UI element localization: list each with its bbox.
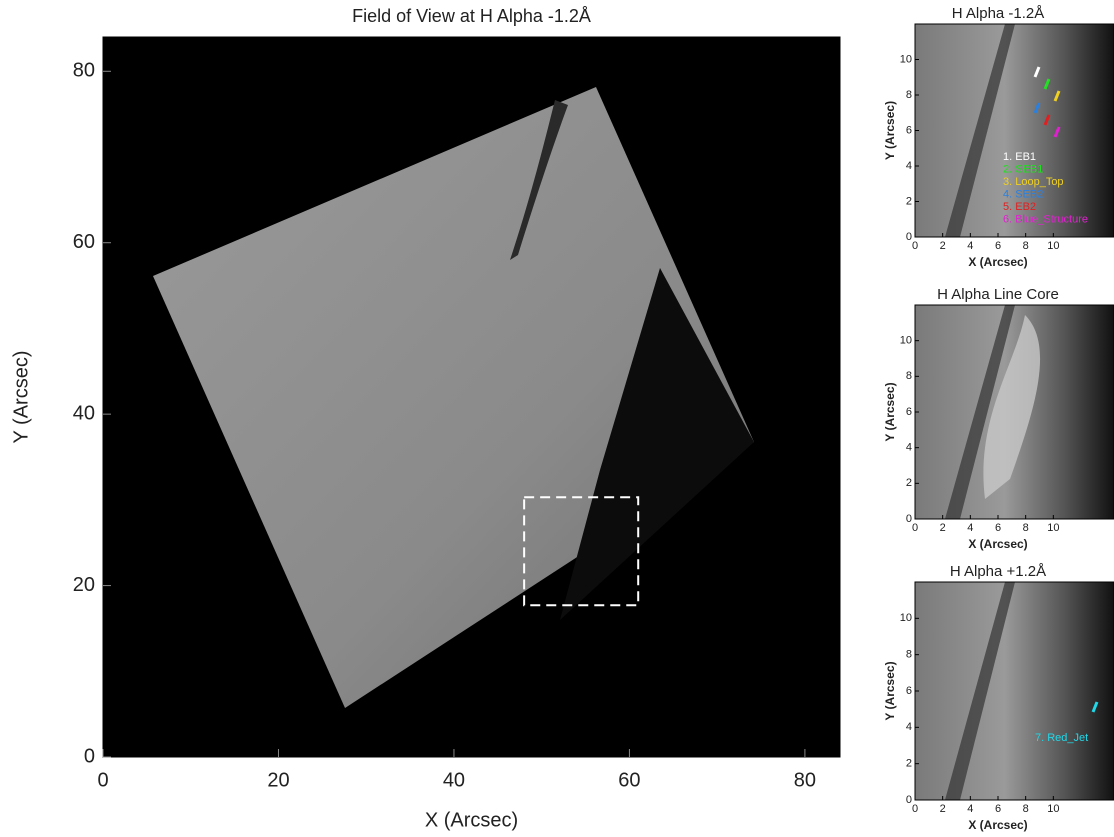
solar-image (915, 24, 1114, 237)
chart-title: H Alpha Line Core (937, 286, 1059, 303)
dark-lane (945, 24, 1015, 237)
legend-label: 1. EB1 (1003, 151, 1036, 163)
x-tick-label: 6 (995, 803, 1001, 815)
y-tick-label: 4 (906, 442, 912, 454)
dark-fibril (510, 100, 568, 260)
y-tick-label: 0 (84, 745, 95, 767)
y-tick-label: 0 (906, 513, 912, 525)
x-tick-label: 8 (1023, 803, 1029, 815)
dark-lane (945, 305, 1015, 519)
legend-marker (1043, 114, 1051, 126)
x-tick-label: 6 (995, 522, 1001, 534)
x-tick-label: 0 (912, 522, 918, 534)
chart-title: H Alpha +1.2Å (950, 563, 1046, 580)
y-tick-label: 6 (906, 406, 912, 418)
y-tick-label: 0 (906, 794, 912, 806)
y-tick-label: 6 (906, 124, 912, 136)
legend-marker (1033, 102, 1041, 114)
solar-image (153, 87, 754, 708)
x-tick-label: 40 (443, 769, 465, 791)
legend-label: 6. Blue_Structure (1003, 213, 1088, 225)
y-tick-label: 20 (73, 574, 95, 596)
x-tick-label: 10 (1047, 803, 1059, 815)
x-tick-label: 4 (967, 240, 973, 252)
legend-marker (1053, 90, 1061, 102)
y-tick-label: 10 (900, 335, 912, 347)
x-tick-label: 0 (97, 769, 108, 791)
x-tick-label: 60 (618, 769, 640, 791)
x-tick-label: 8 (1023, 240, 1029, 252)
chart-title: H Alpha -1.2Å (952, 5, 1045, 22)
x-tick-label: 8 (1023, 522, 1029, 534)
x-tick-label: 80 (794, 769, 816, 791)
plot-frame (102, 36, 841, 758)
x-tick-label: 20 (267, 769, 289, 791)
dark-lane (945, 582, 1015, 800)
region-box (523, 496, 640, 607)
solar-image (915, 582, 1114, 800)
legend-label: 7. Red_Jet (1035, 732, 1088, 744)
x-tick-label: 10 (1047, 522, 1059, 534)
legend-label: 2. SEB1 (1003, 163, 1043, 175)
x-tick-label: 4 (967, 803, 973, 815)
legend-label: 3. Loop_Top (1003, 176, 1064, 188)
y-tick-label: 10 (900, 612, 912, 624)
y-tick-label: 8 (906, 370, 912, 382)
x-axis-label: X (Arcsec) (968, 818, 1027, 832)
y-tick-label: 8 (906, 649, 912, 661)
y-tick-label: 6 (906, 685, 912, 697)
y-tick-label: 2 (906, 195, 912, 207)
chart-title: Field of View at H Alpha -1.2Å (352, 6, 591, 26)
bright-structure (983, 315, 1041, 499)
x-axis-label: X (Arcsec) (968, 255, 1027, 269)
x-tick-label: 0 (912, 240, 918, 252)
x-axis-label: X (Arcsec) (425, 809, 518, 831)
y-axis-label: Y (Arcsec) (10, 351, 32, 444)
y-tick-label: 40 (73, 402, 95, 424)
legend-label: 4. SEB2 (1003, 188, 1043, 200)
y-axis-label: Y (Arcsec) (883, 661, 897, 720)
x-tick-label: 10 (1047, 240, 1059, 252)
limb-dark (560, 268, 754, 620)
y-tick-label: 4 (906, 721, 912, 733)
x-tick-label: 4 (967, 522, 973, 534)
y-axis-label: Y (Arcsec) (883, 101, 897, 160)
legend-label: 5. EB2 (1003, 201, 1036, 213)
y-tick-label: 60 (73, 231, 95, 253)
y-tick-label: 80 (73, 60, 95, 82)
y-tick-label: 2 (906, 758, 912, 770)
legend-marker (1053, 126, 1061, 138)
y-tick-label: 4 (906, 160, 912, 172)
y-tick-label: 2 (906, 477, 912, 489)
y-tick-label: 0 (906, 231, 912, 243)
y-tick-label: 8 (906, 89, 912, 101)
legend-marker (1091, 701, 1099, 713)
x-tick-label: 2 (940, 803, 946, 815)
x-tick-label: 2 (940, 240, 946, 252)
legend-marker (1033, 66, 1041, 78)
legend-marker (1043, 78, 1051, 90)
x-tick-label: 2 (940, 522, 946, 534)
x-tick-label: 0 (912, 803, 918, 815)
y-tick-label: 10 (900, 53, 912, 65)
x-tick-label: 6 (995, 240, 1001, 252)
x-axis-label: X (Arcsec) (968, 537, 1027, 551)
y-axis-label: Y (Arcsec) (883, 382, 897, 441)
